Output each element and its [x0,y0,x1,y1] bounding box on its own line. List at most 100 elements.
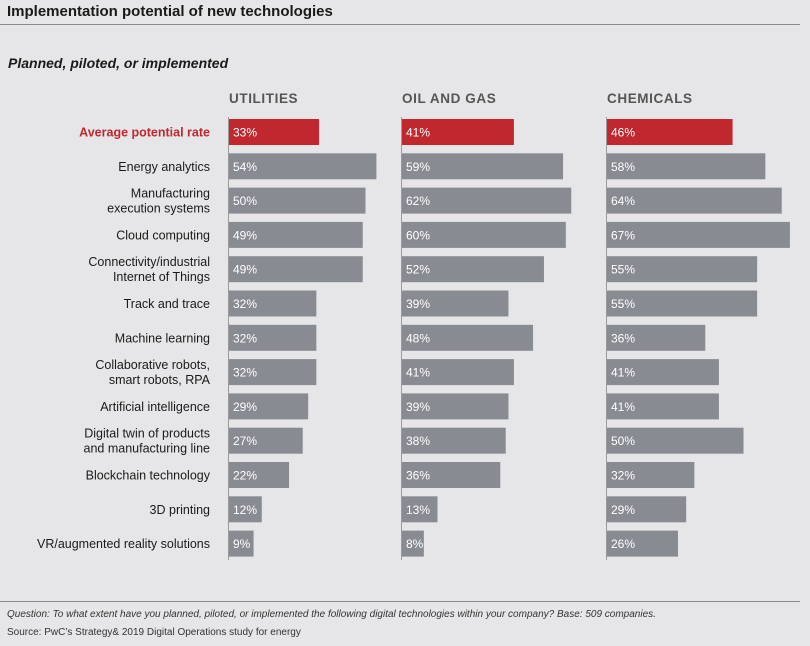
value-label: 32% [611,469,635,483]
bar [229,359,317,386]
category-label-line: Collaborative robots, [95,358,210,372]
category-label: Average potential rate [79,126,210,140]
value-label: 60% [406,228,430,242]
footer-divider [0,601,800,602]
bar [607,187,782,214]
bar [607,119,733,145]
chart-title: Implementation potential of new technolo… [7,3,333,20]
category-label: Energy analytics [118,160,210,174]
category-label: Machine learning [115,331,210,345]
category-label: Cloud computing [116,228,210,242]
value-label: 26% [611,537,635,551]
bar [607,256,758,283]
category-label: Manufacturing execution systems [107,187,210,216]
bar [229,153,377,180]
category-label-line: Connectivity/industrial [88,255,210,269]
bar [402,530,424,557]
value-label: 36% [406,469,430,483]
category-label-line: Energy analytics [118,160,210,174]
category-label-line: Track and trace [124,297,210,311]
value-label: 12% [233,503,257,517]
bar [402,462,501,488]
value-label: 55% [611,297,635,311]
bar [402,187,572,214]
value-label: 32% [233,297,257,311]
value-label: 64% [611,194,635,208]
value-label: 48% [406,331,430,345]
value-label: 9% [233,537,251,551]
value-label: 41% [406,126,430,140]
footnote-question: Question: To what extent have you planne… [7,609,656,620]
bar [229,187,366,214]
value-label: 36% [611,331,635,345]
bar [402,153,564,180]
value-label: 27% [233,434,257,448]
category-label-line: Average potential rate [79,126,210,140]
category-label: Connectivity/industrial Internet of Thing… [88,255,210,284]
bar [229,324,317,351]
bar-chart: UTILITIES OIL AND GAS CHEMICALS Average pot… [37,91,790,560]
bar [607,153,766,180]
bar [607,496,687,523]
panel-header: OIL AND GAS [402,91,496,106]
category-label-line: and manufacturing line [84,442,211,456]
value-label: 67% [611,228,635,242]
bar [402,427,506,454]
bar [229,290,317,317]
value-label: 58% [611,160,635,174]
value-label: 52% [406,263,430,277]
value-label: 39% [406,297,430,311]
bar [229,221,363,248]
value-label: 32% [233,366,257,380]
value-label: 46% [611,126,635,140]
title-divider [0,24,800,25]
bar [229,393,309,420]
value-label: 55% [611,263,635,277]
bar [607,324,706,351]
bar [402,324,534,351]
bar [607,427,744,454]
category-label: Track and trace [124,297,210,311]
bar [607,221,790,248]
value-label: 41% [406,366,430,380]
value-label: 49% [233,263,257,277]
category-label-line: Internet of Things [113,270,210,284]
value-label: 29% [611,503,635,517]
bar [402,359,514,386]
category-label: Artificial intelligence [100,400,210,414]
value-label: 22% [233,469,257,483]
value-label: 62% [406,194,430,208]
value-label: 29% [233,400,257,414]
category-label: 3D printing [150,503,210,517]
bar [607,393,719,420]
category-label-line: execution systems [107,202,210,216]
category-label-line: Blockchain technology [86,469,211,483]
bar [607,359,719,386]
value-label: 38% [406,434,430,448]
category-label: Blockchain technology [86,469,211,483]
bar [229,256,363,283]
value-label: 41% [611,366,635,380]
category-label: Digital twin of products and manufacturin… [84,427,211,456]
bar [607,530,678,557]
bar [229,119,320,145]
value-label: 59% [406,160,430,174]
bar [402,221,566,248]
value-label: 41% [611,400,635,414]
value-label: 50% [233,194,257,208]
value-label: 39% [406,400,430,414]
category-label-line: Manufacturing [131,187,210,201]
bar [402,290,509,317]
bar [402,256,544,283]
category-label-line: 3D printing [150,503,210,517]
value-label: 32% [233,331,257,345]
value-label: 54% [233,160,257,174]
value-label: 33% [233,126,257,140]
panel-header: CHEMICALS [607,91,693,106]
category-label-line: VR/augmented reality solutions [37,537,210,551]
value-label: 49% [233,228,257,242]
bar [607,290,758,317]
category-label: VR/augmented reality solutions [37,537,210,551]
value-label: 50% [611,434,635,448]
panel-header: UTILITIES [229,91,298,106]
